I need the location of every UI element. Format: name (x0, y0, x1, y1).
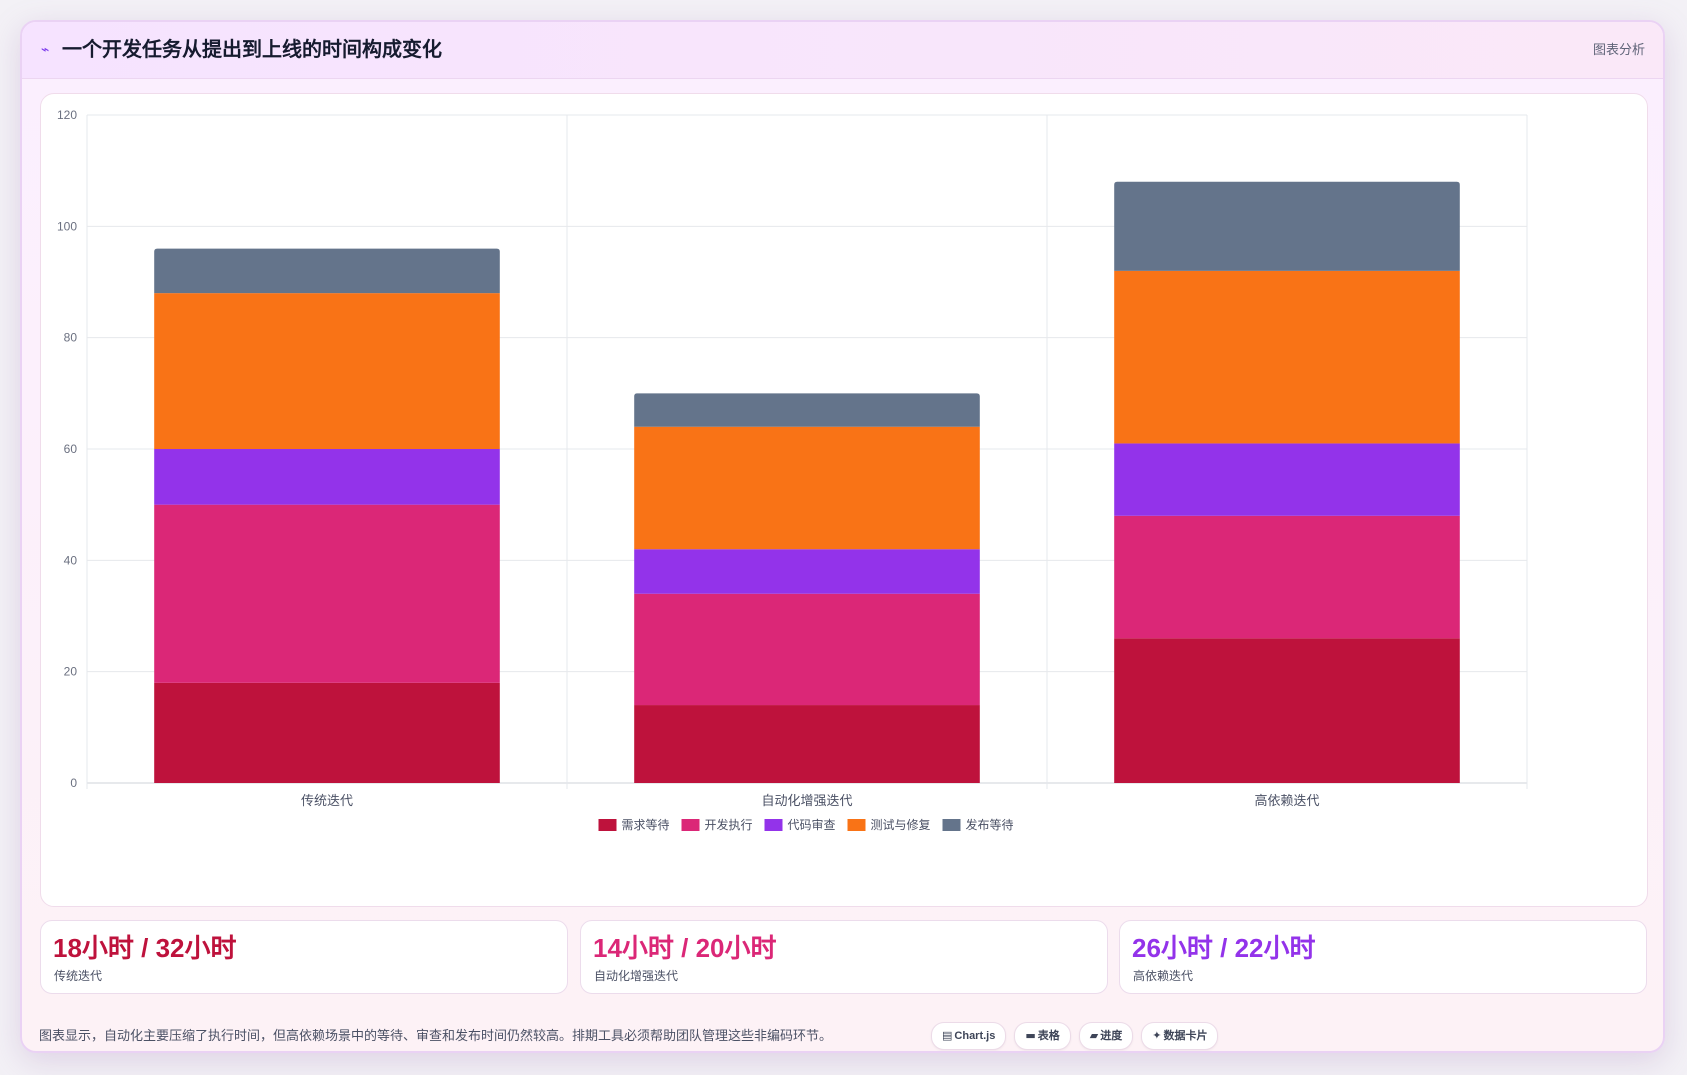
legend-swatch (598, 819, 617, 831)
chip-table[interactable]: ▬ 表格 (1014, 1022, 1071, 1050)
header-bar: ⌁ 一个开发任务从提出到上线的时间构成变化 图表分析 (22, 22, 1663, 79)
chip-label: Chart.js (954, 1030, 996, 1042)
bar-segment (154, 248, 500, 294)
x-tick-label: 高依赖迭代 (1254, 793, 1319, 808)
bar-segment (1114, 181, 1460, 271)
stat-card-high-dependency: 26小时 / 22小时 高依赖迭代 (1119, 920, 1647, 994)
stat-value: 26小时 / 22小时 (1132, 933, 1316, 963)
bar-segment (154, 449, 500, 505)
tech-chips: ▤ Chart.js ▬ 表格 ▰ 进度 ✦ 数据卡片 (931, 1022, 1219, 1050)
y-tick-label: 120 (57, 108, 77, 122)
stat-value: 18小时 / 32小时 (53, 933, 237, 963)
legend-label: 需求等待 (622, 818, 670, 832)
stat-value: 14小时 / 20小时 (593, 933, 777, 963)
stat-card-traditional: 18小时 / 32小时 传统迭代 (40, 920, 568, 994)
bar-segment (634, 549, 980, 594)
x-tick-label: 传统迭代 (301, 793, 353, 808)
table-icon: ▬ (1025, 1029, 1036, 1042)
bar-segment (154, 682, 500, 783)
pulse-icon: ⌁ (41, 42, 50, 58)
bar-segment (154, 293, 500, 449)
bar-segment (634, 593, 980, 706)
legend-label: 发布等待 (966, 817, 1014, 832)
y-tick-label: 60 (64, 442, 78, 456)
bar-segment (634, 393, 980, 427)
chip-label: 数据卡片 (1163, 1030, 1208, 1042)
progress-icon: ▰ (1089, 1029, 1099, 1042)
bar-segment (1114, 638, 1460, 783)
bar-segment (634, 705, 980, 783)
bar-segment (1114, 515, 1460, 639)
legend-swatch (847, 819, 866, 831)
legend-label: 开发执行 (705, 817, 753, 832)
bar-segment (1114, 270, 1460, 444)
stat-label: 自动化增强迭代 (594, 969, 679, 983)
chip-progress[interactable]: ▰ 进度 (1078, 1022, 1134, 1050)
chip-label: 进度 (1100, 1030, 1123, 1042)
dashboard-frame: ⌁ 一个开发任务从提出到上线的时间构成变化 图表分析 0 20 40 60 80 100 1… (20, 20, 1665, 1053)
y-tick-label: 0 (70, 776, 77, 790)
legend-label: 代码审查 (788, 817, 836, 832)
y-tick-label: 20 (64, 665, 78, 679)
legend-swatch (942, 819, 961, 831)
stat-label: 传统迭代 (54, 969, 103, 983)
bar-segment (1114, 443, 1460, 516)
x-tick-label: 自动化增强迭代 (761, 793, 852, 808)
chart-card: 0 20 40 60 80 100 120 传统迭代 自动化增强迭代 高依赖迭代需求等待 开发执行 代… (40, 93, 1648, 907)
y-tick-label: 40 (64, 553, 78, 567)
legend-label: 测试与修复 (871, 817, 931, 832)
stat-card-automated: 14小时 / 20小时 自动化增强迭代 (580, 920, 1108, 994)
y-tick-label: 100 (57, 219, 77, 233)
bar-segment (154, 504, 500, 683)
chart-icon: ▤ (942, 1029, 953, 1042)
legend-swatch (681, 819, 700, 831)
chart-summary-note: 图表显示，自动化主要压缩了执行时间，但高依赖场景中的等待、审查和发布时间仍然较高… (39, 1028, 833, 1043)
y-tick-label: 80 (64, 331, 78, 345)
chip-label: 表格 (1037, 1030, 1060, 1042)
bar-segment (634, 426, 980, 550)
page-title: 一个开发任务从提出到上线的时间构成变化 (62, 39, 442, 61)
chart-analysis-tag: 图表分析 (1592, 42, 1645, 57)
stat-label: 高依赖迭代 (1133, 969, 1194, 983)
sparkle-icon: ✦ (1152, 1029, 1162, 1042)
chip-chartjs[interactable]: ▤ Chart.js (931, 1022, 1007, 1050)
legend-swatch (764, 819, 783, 831)
chip-data-card[interactable]: ✦ 数据卡片 (1141, 1022, 1219, 1050)
